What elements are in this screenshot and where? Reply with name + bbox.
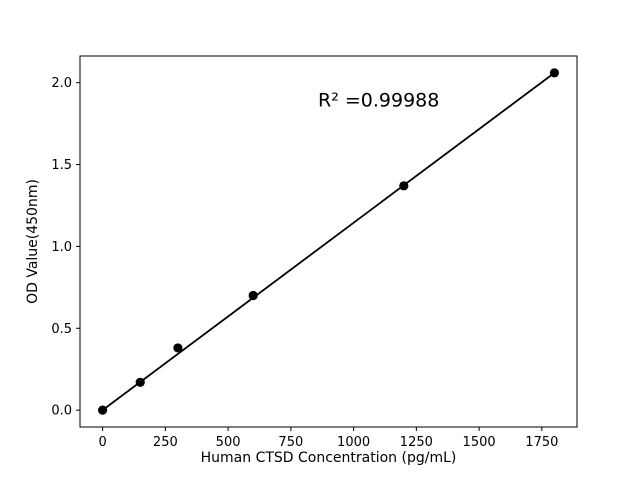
x-tick-label: 1000	[337, 435, 370, 450]
fit-line	[101, 71, 556, 412]
data-point	[97, 405, 108, 415]
data-point	[135, 377, 145, 387]
y-tick-label: 2.0	[51, 76, 72, 91]
y-tick-label: 1.5	[51, 158, 72, 173]
data-point	[549, 68, 560, 78]
x-tick-label: 750	[278, 435, 303, 450]
x-tick-label: 1500	[463, 435, 496, 450]
y-tick-label: 0.0	[51, 404, 72, 419]
y-tick-label: 0.5	[51, 322, 72, 337]
x-tick-label: 1750	[525, 435, 558, 450]
plot-frame	[79, 55, 578, 428]
x-axis-label: Human CTSD Concentration (pg/mL)	[201, 450, 457, 466]
data-point	[248, 290, 258, 301]
x-tick-label: 500	[216, 435, 241, 450]
y-axis-label: OD Value(450nm)	[25, 179, 41, 304]
data-point	[173, 343, 183, 353]
x-tick-label: 1250	[400, 435, 433, 450]
data-point	[399, 181, 409, 191]
x-tick-label: 0	[98, 435, 106, 450]
y-tick-label: 1.0	[51, 240, 72, 255]
x-tick-label: 250	[153, 435, 178, 450]
r-squared-annotation: R² =0.99988	[318, 90, 439, 112]
